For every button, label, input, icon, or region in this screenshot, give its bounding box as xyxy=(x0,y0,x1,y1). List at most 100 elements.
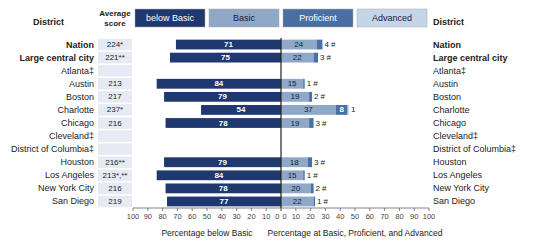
bar xyxy=(348,105,349,115)
data-label: 84 xyxy=(214,79,223,88)
tick-label: 0 xyxy=(275,212,279,221)
score-label: 216 xyxy=(108,184,122,193)
data-label: 24 xyxy=(294,40,303,49)
tick-label: 90 xyxy=(144,212,152,221)
column-header: Averagescore xyxy=(99,9,131,28)
bar xyxy=(157,79,281,89)
bar xyxy=(281,197,314,207)
bar xyxy=(308,157,312,167)
category-label: New York City xyxy=(433,183,490,193)
score-label: 221** xyxy=(105,53,125,62)
bar xyxy=(281,118,309,128)
bar xyxy=(164,92,281,102)
bar xyxy=(313,183,314,193)
center-line xyxy=(280,38,281,208)
category-label: San Diego xyxy=(52,196,94,206)
category-label: Chicago xyxy=(61,118,94,128)
tick-label: 70 xyxy=(380,212,388,221)
bar xyxy=(176,40,281,50)
tick xyxy=(221,208,222,211)
data-label: 19 xyxy=(291,92,300,101)
data-label: # xyxy=(313,79,318,88)
tick xyxy=(133,208,134,211)
category-label: Houston xyxy=(433,157,467,167)
bar xyxy=(170,53,281,63)
data-label: # xyxy=(331,40,336,49)
score-column: Averagescore224*221**213217237*216216**2… xyxy=(98,9,132,207)
score-label: 219 xyxy=(108,197,122,206)
tick xyxy=(384,208,385,211)
column-header: District xyxy=(33,17,64,27)
category-label: Charlotte xyxy=(433,105,470,115)
category-label: Nation xyxy=(66,40,94,50)
tick-label: 90 xyxy=(410,212,418,221)
score-cell xyxy=(98,91,132,103)
tick-label: 50 xyxy=(351,212,359,221)
bar xyxy=(281,92,309,102)
score-cell xyxy=(98,183,132,195)
category-label: Cleveland‡ xyxy=(49,131,94,141)
tick xyxy=(207,208,208,211)
score-cell xyxy=(98,196,132,208)
data-label: 3 xyxy=(316,119,321,128)
category-label: Boston xyxy=(433,92,461,102)
tick xyxy=(281,208,282,211)
data-label: 1 xyxy=(307,171,312,180)
bar xyxy=(281,53,314,63)
legend-label: below Basic xyxy=(146,13,195,23)
bar xyxy=(314,197,315,207)
legend-swatch xyxy=(135,9,205,27)
tick-label: 70 xyxy=(173,212,181,221)
bars xyxy=(281,40,349,207)
score-label: 216 xyxy=(108,119,122,128)
tick xyxy=(177,208,178,211)
score-label: 213*,** xyxy=(103,171,128,180)
tick-label: 30 xyxy=(321,212,329,221)
tick-label: 60 xyxy=(188,212,196,221)
data-label: 18 xyxy=(290,158,299,167)
data-label: 54 xyxy=(237,105,246,114)
data-label: 78 xyxy=(219,184,228,193)
score-cell xyxy=(98,117,132,129)
category-label: New York City xyxy=(38,183,95,193)
bar xyxy=(336,105,348,115)
bar xyxy=(281,183,311,193)
chart: NationLarge central cityAtlanta‡AustinBo… xyxy=(0,0,546,250)
tick-label: 80 xyxy=(395,212,403,221)
score-label: 224* xyxy=(107,40,123,49)
score-cell xyxy=(98,104,132,116)
tick-label: 60 xyxy=(366,212,374,221)
tick-label: 0 xyxy=(283,212,287,221)
score-label: 216** xyxy=(105,158,125,167)
category-label: Boston xyxy=(66,92,94,102)
data-labels: 244#223#151#192#3781193#183#151#202#221# xyxy=(288,40,356,206)
tick xyxy=(325,208,326,211)
data-label: 37 xyxy=(304,105,313,114)
category-labels: NationLarge central cityAtlanta‡AustinBo… xyxy=(433,40,516,207)
bar xyxy=(309,92,312,102)
bar xyxy=(315,197,316,207)
bar xyxy=(281,170,303,180)
tick xyxy=(429,208,430,211)
category-label: Houston xyxy=(60,157,94,167)
header-line: score xyxy=(104,19,126,28)
bar xyxy=(309,118,313,128)
bar xyxy=(281,105,336,115)
category-label: Austin xyxy=(69,79,94,89)
data-label: # xyxy=(326,53,331,62)
tick-label: 10 xyxy=(292,212,300,221)
category-label: Cleveland‡ xyxy=(433,131,478,141)
data-label: 77 xyxy=(220,197,229,206)
data-label: 3 xyxy=(320,53,325,62)
bar xyxy=(164,157,281,167)
bar xyxy=(201,105,281,115)
data-label: 75 xyxy=(221,53,230,62)
bar xyxy=(281,157,308,167)
bar xyxy=(312,157,313,167)
tick-label: 40 xyxy=(218,212,226,221)
data-label: 4 xyxy=(324,40,329,49)
score-cell xyxy=(98,52,132,64)
data-label: 1 xyxy=(351,105,356,114)
data-label: 20 xyxy=(291,184,300,193)
data-label: 79 xyxy=(218,92,227,101)
